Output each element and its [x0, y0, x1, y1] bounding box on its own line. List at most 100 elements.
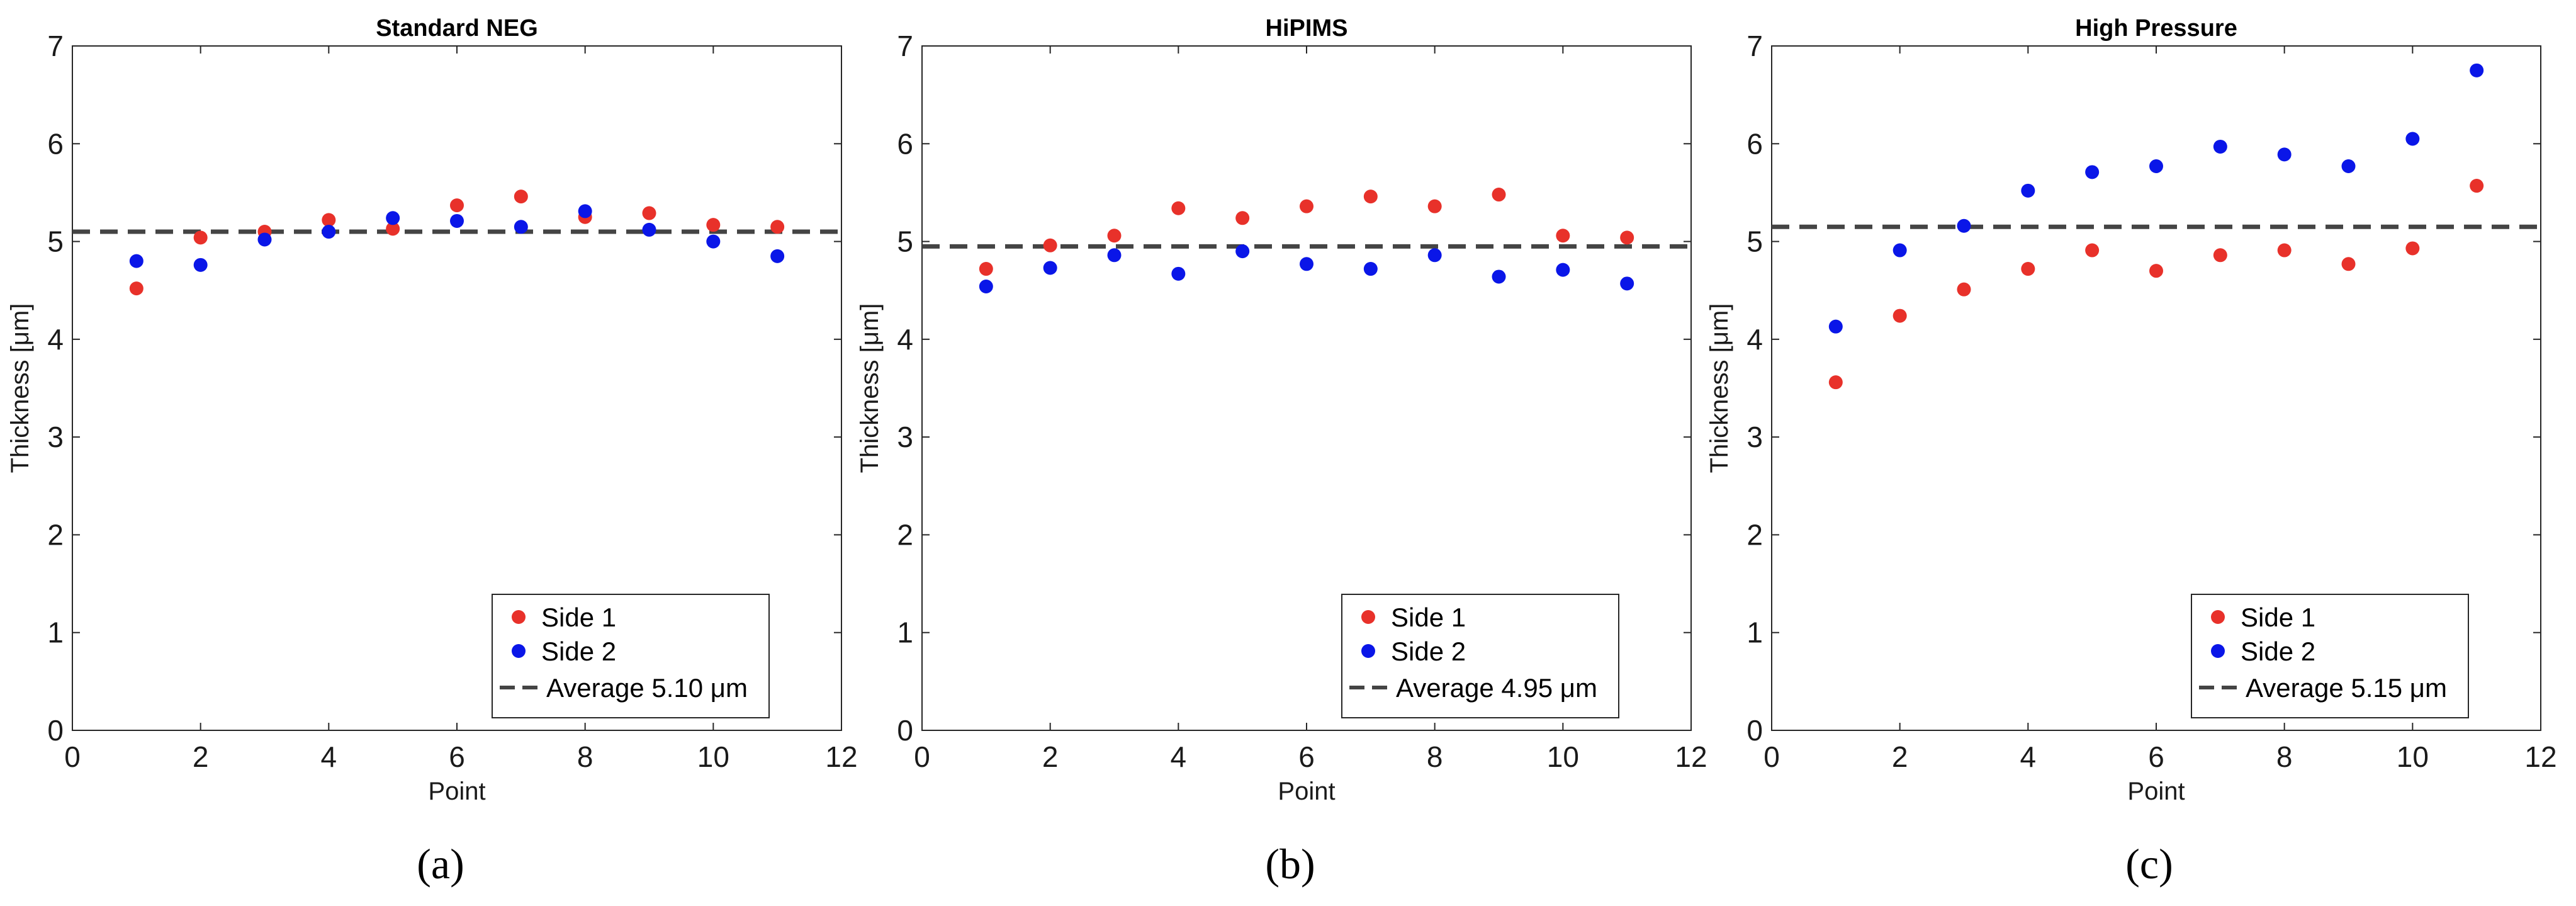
legend-label: Side 1 — [2241, 603, 2315, 632]
y-tick-label: 4 — [1746, 323, 1763, 356]
y-tick-label: 3 — [897, 421, 913, 453]
data-point-side-2 — [1427, 248, 1442, 263]
x-tick-label: 12 — [825, 740, 857, 773]
data-point-side-1 — [129, 281, 143, 296]
data-point-side-2 — [129, 254, 143, 268]
panel-label: (b) — [1265, 840, 1315, 888]
x-tick-label: 8 — [1427, 740, 1443, 773]
data-point-side-1 — [1427, 199, 1442, 213]
data-point-side-2 — [1957, 218, 1971, 233]
y-tick-label: 6 — [1746, 127, 1763, 160]
y-tick-label: 2 — [47, 518, 64, 551]
data-point-side-2 — [1363, 262, 1378, 276]
x-tick-label: 2 — [1042, 740, 1059, 773]
y-tick-label: 4 — [897, 323, 913, 356]
legend-label: Side 2 — [541, 637, 616, 666]
legend-label: Average 4.95 μm — [1396, 673, 1597, 703]
data-point-side-1 — [2277, 243, 2292, 258]
x-tick-label: 10 — [1547, 740, 1579, 773]
y-tick-label: 2 — [897, 518, 913, 551]
legend-box — [2191, 594, 2469, 718]
legend-label: Average 5.10 μm — [546, 673, 748, 703]
y-tick-label: 0 — [897, 714, 913, 747]
legend-box — [1341, 594, 1619, 718]
y-tick-label: 7 — [1746, 30, 1763, 62]
y-tick-label: 5 — [1746, 225, 1763, 258]
legend-label: Side 2 — [1391, 637, 1466, 666]
x-tick-label: 6 — [1298, 740, 1315, 773]
data-point-side-1 — [2149, 264, 2163, 278]
data-point-side-2 — [2149, 159, 2163, 174]
y-tick-label: 0 — [1746, 714, 1763, 747]
data-point-side-1 — [193, 230, 208, 245]
x-tick-label: 12 — [2524, 740, 2556, 773]
data-point-side-1 — [1171, 201, 1186, 215]
data-point-side-2 — [193, 258, 208, 272]
chart-title: Standard NEG — [376, 15, 538, 42]
y-tick-label: 4 — [47, 323, 64, 356]
data-point-side-1 — [1235, 211, 1250, 225]
y-tick-label: 6 — [897, 127, 913, 160]
data-point-side-2 — [1893, 243, 1907, 258]
y-axis-label: Thickness [μm] — [1706, 303, 1733, 473]
data-point-side-1 — [642, 206, 656, 220]
x-tick-label: 0 — [64, 740, 81, 773]
data-point-side-2 — [2470, 63, 2484, 77]
x-tick-label: 2 — [193, 740, 209, 773]
data-point-side-2 — [1171, 266, 1186, 281]
data-point-side-1 — [1363, 190, 1378, 204]
y-tick-label: 0 — [47, 714, 64, 747]
data-point-side-1 — [770, 220, 785, 234]
data-point-side-1 — [1492, 188, 1506, 202]
data-point-side-2 — [2341, 159, 2356, 174]
data-point-side-2 — [1300, 257, 1313, 271]
data-point-side-2 — [706, 234, 721, 249]
data-point-side-1 — [706, 218, 721, 232]
x-tick-label: 8 — [2276, 740, 2293, 773]
data-point-side-2 — [514, 220, 528, 234]
data-point-side-2 — [1107, 248, 1122, 263]
y-axis-label: Thickness [μm] — [6, 303, 34, 473]
y-tick-label: 1 — [47, 616, 64, 649]
x-tick-label: 4 — [2020, 740, 2037, 773]
data-point-side-1 — [2341, 257, 2356, 271]
legend-marker-side-1 — [512, 610, 526, 624]
data-point-side-1 — [1957, 282, 1971, 297]
data-point-side-1 — [1107, 229, 1122, 243]
data-point-side-1 — [322, 213, 336, 227]
data-point-side-2 — [578, 204, 592, 218]
x-tick-label: 12 — [1675, 740, 1707, 773]
data-point-side-2 — [1828, 319, 1843, 334]
data-point-side-1 — [386, 222, 400, 236]
data-point-side-2 — [642, 222, 656, 237]
y-tick-label: 5 — [47, 225, 64, 258]
x-axis-label: Point — [428, 778, 485, 805]
y-tick-label: 5 — [897, 225, 913, 258]
x-tick-label: 8 — [577, 740, 593, 773]
data-point-side-1 — [1620, 230, 1634, 245]
data-point-side-2 — [770, 249, 785, 263]
x-tick-label: 0 — [914, 740, 930, 773]
y-tick-label: 1 — [1746, 616, 1763, 649]
data-point-side-2 — [1620, 276, 1634, 291]
data-point-side-2 — [2213, 139, 2227, 154]
y-tick-label: 7 — [897, 30, 913, 62]
x-tick-label: 6 — [2148, 740, 2164, 773]
data-point-side-1 — [2085, 243, 2100, 258]
data-point-side-1 — [1828, 375, 1843, 390]
data-point-side-2 — [1492, 269, 1506, 284]
x-tick-label: 6 — [449, 740, 465, 773]
data-point-side-2 — [2405, 132, 2420, 146]
x-axis-label: Point — [2127, 778, 2185, 805]
x-tick-label: 4 — [1171, 740, 1187, 773]
legend-box — [492, 594, 770, 718]
data-point-side-1 — [450, 198, 464, 213]
x-tick-label: 4 — [321, 740, 337, 773]
data-point-side-1 — [514, 190, 528, 204]
x-tick-label: 2 — [1892, 740, 1908, 773]
y-tick-label: 7 — [47, 30, 64, 62]
legend-label: Side 1 — [1391, 603, 1466, 632]
